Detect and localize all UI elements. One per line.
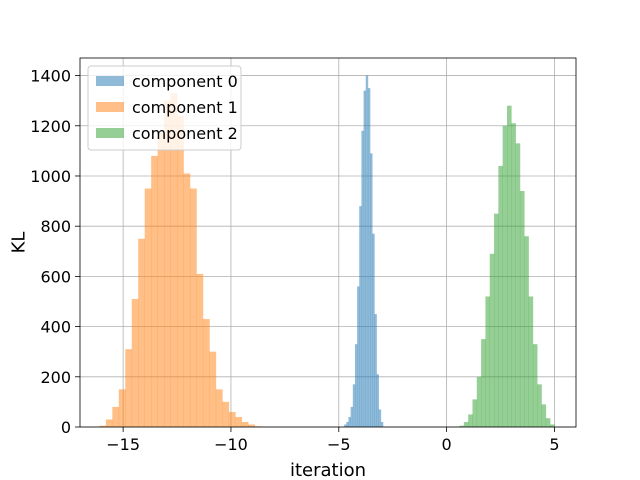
histogram-bar <box>222 401 230 427</box>
histogram-bar <box>350 406 354 427</box>
histogram-bar <box>138 238 145 427</box>
legend-swatch <box>96 128 124 138</box>
histogram-bar <box>511 123 516 427</box>
histogram-bar <box>170 93 178 428</box>
histogram-bar <box>502 125 508 427</box>
histogram-bar <box>519 191 525 427</box>
histogram-bar <box>537 384 542 427</box>
histogram-bar <box>105 419 113 427</box>
x-tick-label: −15 <box>106 435 140 454</box>
histogram-bar <box>489 253 495 427</box>
y-tick-label: 200 <box>40 368 71 387</box>
histogram-bar <box>157 133 165 427</box>
x-tick-label: 5 <box>549 435 559 454</box>
histogram-bar <box>468 414 473 427</box>
histogram-bar <box>348 416 351 427</box>
histogram-bar <box>481 339 486 427</box>
histogram-bar <box>344 424 347 427</box>
histogram-bar <box>352 384 356 427</box>
legend-label: component 1 <box>132 98 238 117</box>
histogram-bar <box>376 374 379 427</box>
histogram-bar <box>380 421 384 427</box>
y-tick-label: 1200 <box>30 117 71 136</box>
histogram-bar <box>354 344 358 427</box>
series-1-bars <box>99 93 262 428</box>
y-axis-label: KL <box>9 232 30 254</box>
histogram-bar <box>202 319 210 427</box>
series-2-bars <box>459 105 555 428</box>
histogram-bar <box>215 389 223 427</box>
histogram-bar <box>515 143 521 428</box>
histogram-bar <box>346 421 349 427</box>
axis-ticks: −15 −10 −5 0 5 0 200 400 600 800 1000 1200 1400 <box>30 67 559 454</box>
histogram-bar <box>359 206 362 427</box>
histogram-bar <box>125 349 133 427</box>
histogram-bar <box>365 75 369 428</box>
histogram-bar <box>118 389 126 427</box>
histogram-bar <box>378 409 382 427</box>
histogram-bar <box>241 421 249 427</box>
histogram-bar <box>209 351 217 427</box>
histogram-bar <box>524 236 529 427</box>
histogram-bar <box>498 165 503 427</box>
histogram-bar <box>112 406 120 427</box>
histogram-bar <box>228 411 236 427</box>
y-tick-label: 1400 <box>30 67 71 86</box>
histogram-bar <box>367 88 371 428</box>
histogram-bar <box>235 416 243 427</box>
histogram-bar <box>528 296 534 427</box>
histogram-bar <box>374 314 377 427</box>
x-axis-label: iteration <box>290 460 366 480</box>
legend-label: component 0 <box>132 72 238 91</box>
x-tick-label: −5 <box>327 435 351 454</box>
y-tick-label: 400 <box>40 318 71 337</box>
histogram-bar <box>189 188 197 427</box>
histogram-bar <box>541 404 547 427</box>
histogram-bar <box>459 425 465 427</box>
histogram-bar <box>357 286 360 427</box>
legend-swatch <box>96 102 124 112</box>
legend: component 0 component 1 component 2 <box>87 65 242 151</box>
series-0-bars <box>344 75 384 428</box>
legend-label: component 2 <box>132 124 238 143</box>
histogram-bar <box>363 90 367 427</box>
histogram-bar <box>550 424 555 427</box>
x-tick-label: −10 <box>214 435 248 454</box>
y-tick-label: 0 <box>61 418 71 437</box>
plot-frame <box>79 57 577 428</box>
histogram-bar <box>476 376 482 427</box>
histogram-bar <box>372 233 375 427</box>
histogram-bar <box>494 213 499 427</box>
histogram-bar <box>131 298 139 427</box>
histogram-bar <box>144 188 152 427</box>
histogram-bar <box>183 173 191 427</box>
histogram-bar <box>532 344 538 427</box>
histogram-bar <box>164 100 171 428</box>
histogram-bar <box>370 153 373 427</box>
histogram-bar <box>196 273 204 427</box>
y-tick-label: 600 <box>40 267 71 286</box>
histogram-bar <box>248 424 255 427</box>
histogram-bar <box>177 115 184 428</box>
histogram-bar <box>151 155 158 428</box>
legend-swatch <box>96 76 124 86</box>
histogram-bar <box>472 399 478 427</box>
histogram-bar <box>361 130 364 428</box>
histogram-bar <box>463 421 469 427</box>
x-tick-label: 0 <box>442 435 452 454</box>
histogram-bar <box>506 105 512 427</box>
histogram-bar <box>485 296 491 427</box>
histogram-bars <box>99 75 555 428</box>
y-tick-label: 1000 <box>30 167 71 186</box>
legend-box <box>87 65 242 151</box>
y-tick-label: 800 <box>40 217 71 236</box>
histogram-bar <box>545 418 551 427</box>
histogram-bar <box>99 425 107 427</box>
